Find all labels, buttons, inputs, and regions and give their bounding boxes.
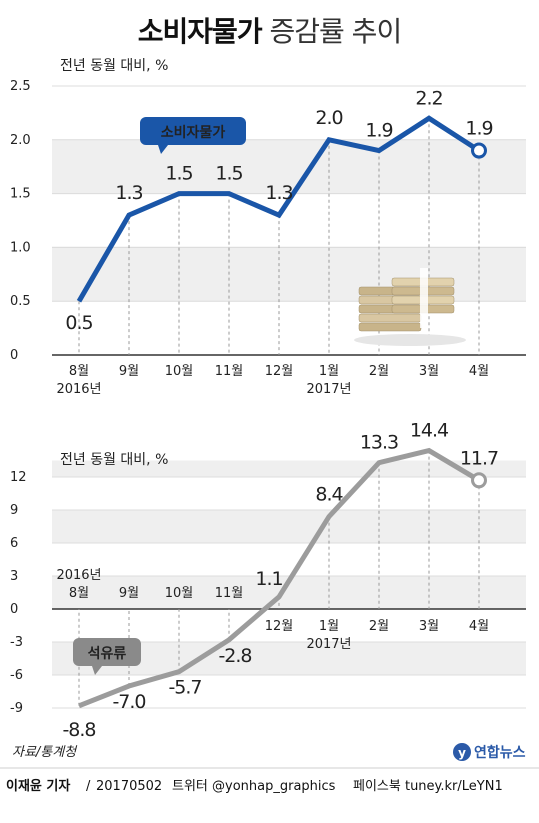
oil-chart: -9 -6 -3 0 3 6 9 12 전년 동월 대비, % 8월 9월 10월 11월 12월 1월 2월… (10, 420, 526, 741)
cpi-x-tick-label: 11월 (215, 364, 244, 379)
oil-x-tick-label: 11월 (215, 586, 244, 601)
oil-ytick-label: 9 (10, 503, 18, 518)
money-bill (358, 322, 422, 332)
cpi-data-label: 1.5 (215, 163, 242, 185)
title-bold: 소비자물가 (137, 15, 263, 48)
cpi-ytick-label: 2.5 (10, 79, 31, 94)
cpi-x-tick-label: 4월 (469, 364, 489, 379)
oil-ytick-label: 6 (10, 536, 18, 551)
oil-data-label: -5.7 (168, 677, 201, 699)
money-stack-icon (354, 268, 466, 346)
oil-ytick-label: 12 (10, 470, 27, 485)
oil-x-tick-label: 2월 (369, 619, 389, 634)
cpi-data-label: 2.0 (315, 107, 342, 129)
oil-grid-band (52, 460, 526, 477)
cpi-x-tick-label: 12월 (265, 364, 294, 379)
cpi-x-tick-label: 2월 (369, 364, 389, 379)
oil-data-label: -2.8 (218, 645, 251, 667)
oil-series-line (78, 447, 481, 709)
cpi-ytick-label: 0 (10, 348, 18, 363)
oil-x-tick-label: 12월 (265, 619, 294, 634)
cpi-year-label: 2017년 (306, 382, 351, 397)
page-title: 소비자물가 증감률 추이 (0, 10, 539, 50)
oil-end-marker (471, 472, 487, 489)
cpi-year-label: 2016년 (56, 382, 101, 397)
money-bill (358, 313, 422, 323)
cpi-ytick-label: 1.5 (10, 187, 31, 202)
oil-unit-label: 전년 동월 대비, % (60, 452, 168, 468)
oil-callout-box (73, 638, 141, 666)
cpi-data-label: 1.9 (465, 118, 492, 140)
oil-year-label: 2016년 (56, 568, 101, 583)
yonhap-logo-mark (453, 743, 471, 761)
cpi-grid-band (52, 139, 526, 194)
oil-callout-pointer (92, 666, 102, 675)
title-light: 증감률 추이 (269, 15, 403, 48)
cpi-x-tick-label: 9월 (119, 364, 139, 379)
cpi-callout-pointer (158, 145, 168, 154)
oil-ytick-label: -6 (10, 668, 23, 683)
cpi-callout-text: 소비자물가 (161, 125, 226, 141)
yonhap-logo-text: 연합뉴스 (474, 744, 526, 761)
oil-x-tick-label: 8월 (69, 586, 89, 601)
cpi-callout: 소비자물가 (140, 117, 246, 154)
oil-x-tick-label: 4월 (469, 619, 489, 634)
oil-data-label: 13.3 (360, 432, 398, 454)
yonhap-logo: y 연합뉴스 (453, 743, 526, 761)
cpi-data-label: 1.3 (115, 182, 142, 204)
cpi-data-label: 0.5 (65, 312, 92, 334)
cpi-chart: 0 0.5 1.0 1.5 2.0 2.5 전년 동월 대비, % 8월 9월 10월 11월 12월… (10, 58, 526, 397)
oil-ytick-label: 0 (10, 602, 18, 617)
cpi-data-label: 1.9 (365, 120, 392, 142)
cpi-series-line (76, 115, 481, 303)
cpi-x-tick-label: 3월 (419, 364, 439, 379)
oil-data-label: 1.1 (255, 568, 282, 590)
money-band (420, 268, 428, 328)
cpi-ytick-label: 2.0 (10, 133, 31, 148)
cpi-x-tick-label: 1월 (319, 364, 339, 379)
oil-grid-band (52, 510, 526, 543)
oil-year-label: 2017년 (306, 637, 351, 652)
oil-x-tick-label: 9월 (119, 586, 139, 601)
oil-callout-text: 석유류 (88, 646, 127, 662)
oil-data-label: 11.7 (460, 447, 498, 469)
cpi-top-gap (52, 86, 526, 119)
oil-ytick-label: 3 (10, 569, 18, 584)
cpi-unit-label: 전년 동월 대비, % (60, 58, 168, 74)
cpi-end-marker (471, 142, 487, 159)
oil-x-tick-label: 1월 (319, 619, 339, 634)
footer-author: 이재윤 기자 (6, 778, 70, 794)
source-label: 자료/통계청 (12, 745, 78, 760)
footer-twitter[interactable]: 트위터 @yonhap_graphics (172, 779, 336, 794)
cpi-grid-band (52, 247, 526, 302)
oil-x-tick-label: 10월 (165, 586, 194, 601)
oil-data-label: -8.8 (62, 719, 95, 741)
oil-ytick-label: -3 (10, 635, 23, 650)
oil-callout: 석유류 (73, 638, 141, 675)
oil-data-label: -7.0 (112, 691, 145, 713)
oil-ytick-label: -9 (10, 701, 23, 716)
cpi-ytick-label: 0.5 (10, 294, 31, 309)
money-shadow (354, 334, 466, 346)
oil-data-label: 14.4 (410, 420, 449, 442)
yonhap-logo-mark-glyph: y (458, 746, 466, 760)
footer: 이재윤 기자 / 20170502 트위터 @yonhap_graphics 페… (6, 778, 503, 794)
oil-x-tick-label: 3월 (419, 619, 439, 634)
footer-date: 20170502 (96, 779, 162, 794)
cpi-ytick-label: 1.0 (10, 240, 31, 255)
cpi-data-label: 1.5 (165, 163, 192, 185)
oil-data-label: 8.4 (315, 484, 343, 506)
cpi-data-label: 1.3 (265, 182, 292, 204)
cpi-x-tick-label: 8월 (69, 364, 89, 379)
footer-sep: / (86, 779, 91, 794)
cpi-data-label: 2.2 (415, 87, 442, 109)
footer-facebook[interactable]: 페이스북 tuney.kr/LeYN1 (353, 779, 503, 794)
cpi-callout-box (140, 117, 246, 145)
cpi-x-tick-label: 10월 (165, 364, 194, 379)
